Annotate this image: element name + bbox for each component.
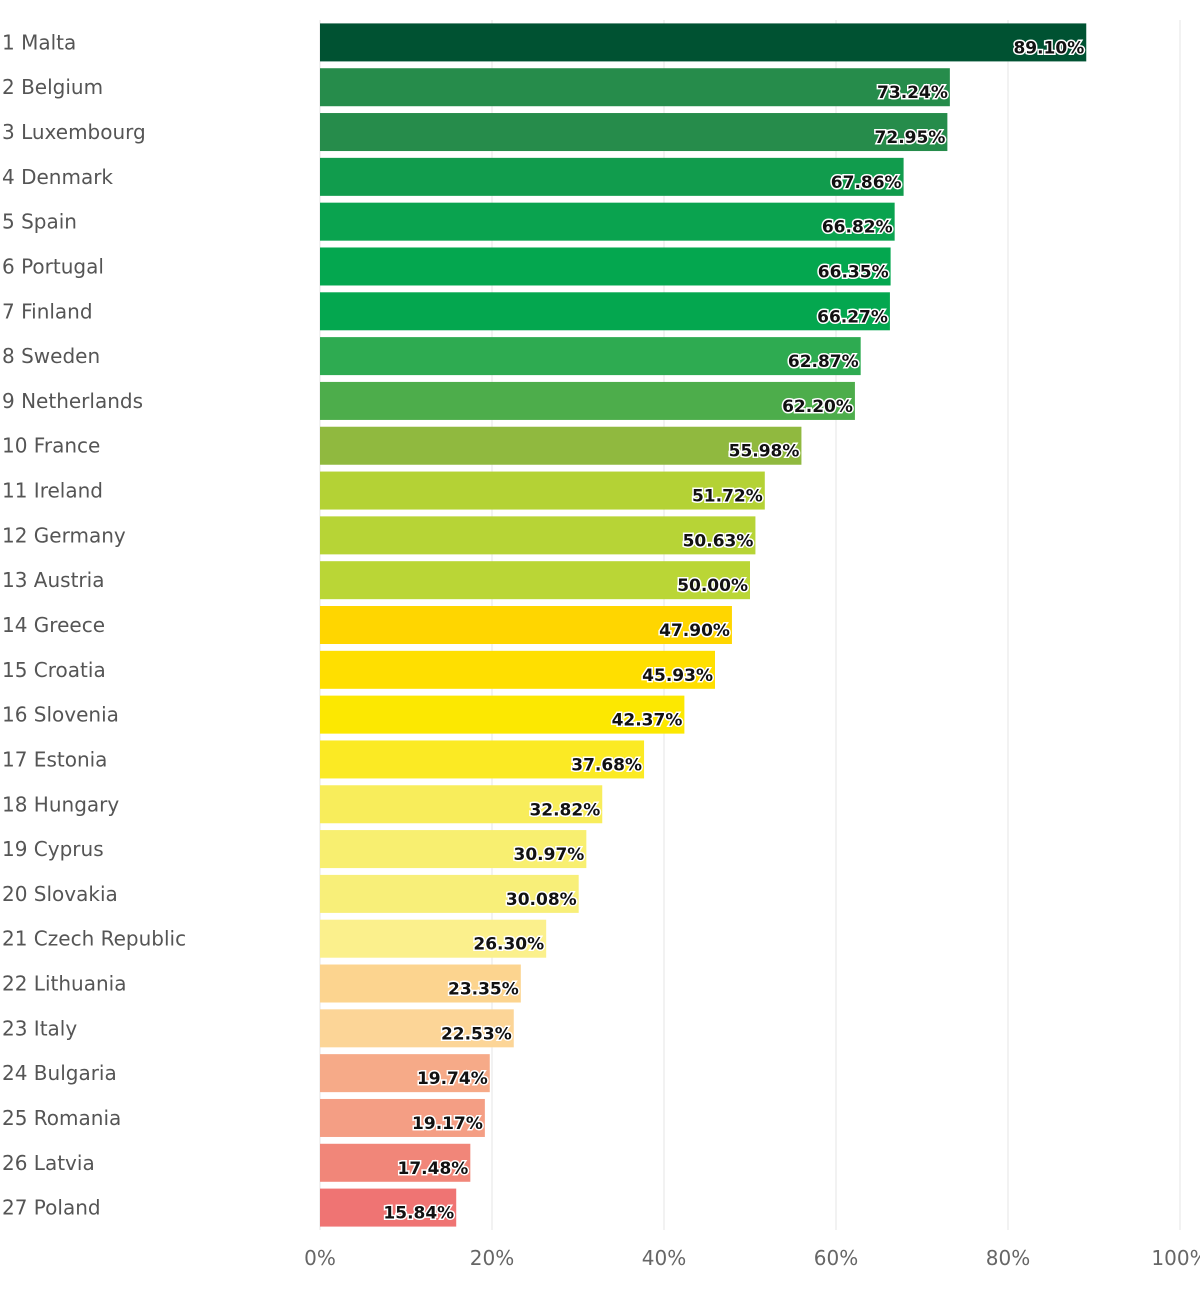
bar[interactable] — [320, 471, 765, 510]
category-label: 25 Romania — [2, 1106, 121, 1130]
data-label: 72.95% — [875, 128, 946, 148]
x-tick-label: 20% — [470, 1246, 514, 1270]
category-label: 10 France — [2, 434, 100, 458]
bar[interactable] — [320, 1188, 457, 1227]
bar[interactable] — [320, 68, 950, 107]
category-label: 26 Latvia — [2, 1151, 95, 1175]
bar[interactable] — [320, 785, 603, 824]
category-label: 19 Cyprus — [2, 837, 104, 861]
category-label: 22 Lithuania — [2, 972, 126, 996]
bar[interactable] — [320, 1098, 485, 1137]
data-label: 22.53% — [441, 1024, 512, 1044]
data-label: 42.37% — [612, 711, 683, 731]
data-label: 30.08% — [506, 890, 577, 910]
data-label: 32.82% — [529, 800, 600, 820]
data-label: 23.35% — [448, 980, 519, 1000]
category-label: 12 Germany — [2, 523, 126, 547]
data-label: 15.84% — [383, 1204, 454, 1224]
category-label: 9 Netherlands — [2, 389, 143, 413]
data-label: 45.93% — [642, 666, 713, 686]
bar[interactable] — [320, 516, 756, 555]
bar[interactable] — [320, 830, 587, 869]
category-label: 14 Greece — [2, 613, 105, 637]
data-label: 51.72% — [692, 487, 763, 507]
x-tick-label: 60% — [814, 1246, 858, 1270]
category-label: 5 Spain — [2, 210, 77, 234]
category-label: 8 Sweden — [2, 344, 100, 368]
x-tick-label: 100% — [1151, 1246, 1200, 1270]
category-label: 16 Slovenia — [2, 703, 119, 727]
category-label: 2 Belgium — [2, 75, 103, 99]
bar[interactable] — [320, 919, 547, 958]
bar[interactable] — [320, 157, 904, 196]
data-label: 66.27% — [817, 307, 888, 327]
bar[interactable] — [320, 381, 855, 420]
bar[interactable] — [320, 964, 521, 1003]
bar[interactable] — [320, 247, 891, 286]
data-label: 55.98% — [729, 442, 800, 462]
data-label: 67.86% — [831, 173, 902, 193]
x-axis-layer: 0% 20% 40% 60% 80% 100% — [304, 1246, 1200, 1270]
category-label: 15 Croatia — [2, 658, 106, 682]
bar[interactable] — [320, 113, 948, 152]
bar[interactable] — [320, 561, 750, 600]
category-label: 21 Czech Republic — [2, 927, 186, 951]
bar[interactable] — [320, 1054, 490, 1093]
category-label: 1 Malta — [2, 30, 76, 54]
category-label: 4 Denmark — [2, 165, 113, 189]
bar-layer — [320, 23, 1087, 1227]
category-label: 7 Finland — [2, 299, 93, 323]
data-label: 50.63% — [683, 531, 754, 551]
data-label: 62.20% — [782, 397, 853, 417]
category-label: 17 Estonia — [2, 747, 107, 771]
x-tick-label: 0% — [304, 1246, 336, 1270]
bar[interactable] — [320, 606, 732, 644]
data-label: 62.87% — [788, 352, 859, 372]
x-tick-label: 80% — [986, 1246, 1030, 1270]
bar[interactable] — [320, 292, 890, 331]
category-label: 13 Austria — [2, 568, 104, 592]
data-label: 73.24% — [877, 83, 948, 103]
category-label: 27 Poland — [2, 1196, 101, 1220]
data-label: 17.48% — [398, 1159, 469, 1179]
value-label-layer: 89.10% 73.24% 72.95% 67.86% 66.82% 66.35% 66.2… — [382, 37, 1086, 1225]
data-label: 89.10% — [1013, 38, 1084, 58]
data-label: 37.68% — [571, 755, 642, 775]
category-label: 24 Bulgaria — [2, 1061, 117, 1085]
category-label: 23 Italy — [2, 1016, 77, 1040]
bar[interactable] — [320, 202, 895, 241]
data-label: 30.97% — [514, 845, 585, 865]
bar[interactable] — [320, 426, 802, 465]
category-label: 11 Ireland — [2, 479, 103, 503]
data-label: 19.17% — [412, 1114, 483, 1134]
data-label: 47.90% — [659, 621, 730, 641]
bar[interactable] — [320, 337, 861, 376]
bar[interactable] — [320, 740, 645, 779]
data-label: 66.35% — [818, 262, 889, 282]
bar[interactable] — [320, 874, 579, 913]
data-label: 66.82% — [822, 218, 893, 238]
bar[interactable] — [320, 695, 685, 734]
data-label: 50.00% — [677, 576, 748, 596]
category-label-layer: 1 Malta 2 Belgium 3 Luxembourg 4 Denmark 5 S… — [2, 30, 186, 1219]
category-label: 6 Portugal — [2, 254, 104, 278]
bar[interactable] — [320, 1009, 514, 1048]
category-label: 3 Luxembourg — [2, 120, 146, 144]
bar[interactable] — [320, 23, 1087, 62]
category-label: 18 Hungary — [2, 792, 119, 816]
bar[interactable] — [320, 1143, 471, 1182]
category-label: 20 Slovakia — [2, 882, 118, 906]
x-tick-label: 40% — [642, 1246, 686, 1270]
data-label: 26.30% — [473, 935, 544, 955]
data-label: 19.74% — [417, 1069, 488, 1089]
bar[interactable] — [320, 650, 715, 689]
